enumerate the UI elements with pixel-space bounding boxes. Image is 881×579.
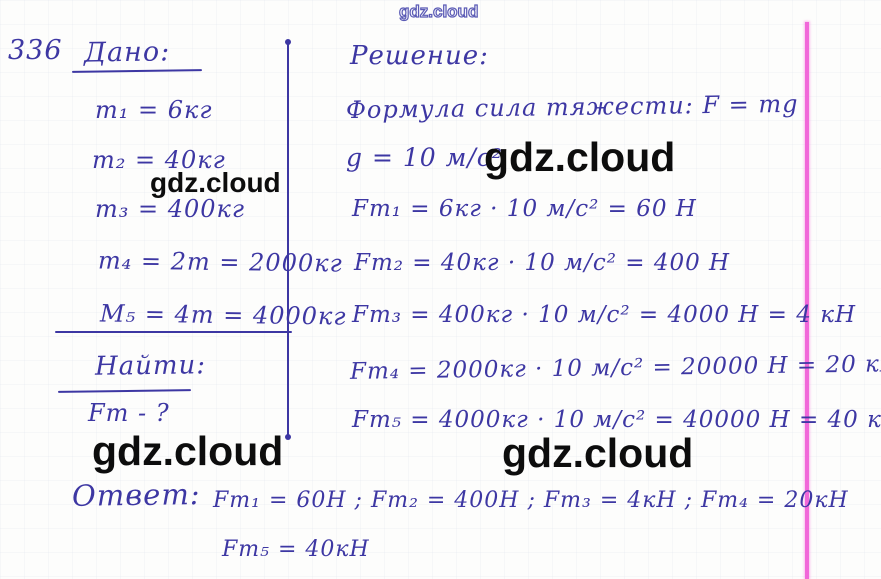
watermark-mid-right: gdz.cloud xyxy=(484,134,676,180)
solution-step-1: Fт₁ = 6кг · 10 м/с² = 60 Н xyxy=(352,196,697,222)
given-mass-3: m₃ = 400кг xyxy=(95,195,246,223)
answer-line-1: Fт₁ = 60Н ; Fт₂ = 400Н ; Fт₃ = 4кН ; Fт₄… xyxy=(213,488,849,513)
column-divider-line xyxy=(285,39,291,440)
solution-step-2: Fт₂ = 40кг · 10 м/с² = 400 Н xyxy=(354,250,731,276)
watermark-bottom-left: gdz.cloud xyxy=(92,428,284,474)
pink-margin-line xyxy=(805,22,809,579)
gravity-constant: g = 10 м/с² xyxy=(346,143,503,172)
given-mass-2: m₂ = 40кг xyxy=(92,146,226,174)
given-heading: Дано: xyxy=(83,36,171,69)
given-mass-4: m₄ = 2т = 2000кг xyxy=(97,246,343,278)
answer-heading: Ответ: xyxy=(71,477,201,513)
find-heading-underline xyxy=(57,389,192,393)
problem-number: 336 xyxy=(8,35,63,66)
watermark-top: gdz.cloud xyxy=(398,1,479,21)
solution-step-3: Fт₃ = 400кг · 10 м/с² = 4000 Н = 4 кН xyxy=(352,302,856,328)
solution-step-5: Fт₅ = 4000кг · 10 м/с² = 40000 Н = 40 кН xyxy=(352,407,881,433)
given-find-separator-line xyxy=(55,331,292,333)
solution-formula: Формула сила тяжести: F = mg xyxy=(345,89,799,125)
watermark-bottom-right: gdz.cloud xyxy=(502,430,694,476)
answer-line-2: Fт₅ = 40кН xyxy=(222,537,370,562)
given-mass-5: M₅ = 4т = 4000кг xyxy=(99,299,347,331)
find-unknown: Fт - ? xyxy=(88,399,170,427)
solution-step-4: Fт₄ = 2000кг · 10 м/с² = 20000 Н = 20 кН xyxy=(349,351,881,385)
given-mass-1: m₁ = 6кг xyxy=(95,96,213,124)
watermark-mid-left: gdz.cloud xyxy=(150,167,281,198)
given-heading-underline xyxy=(71,69,203,73)
solution-heading: Решение: xyxy=(350,41,489,71)
find-heading: Найти: xyxy=(94,350,207,382)
